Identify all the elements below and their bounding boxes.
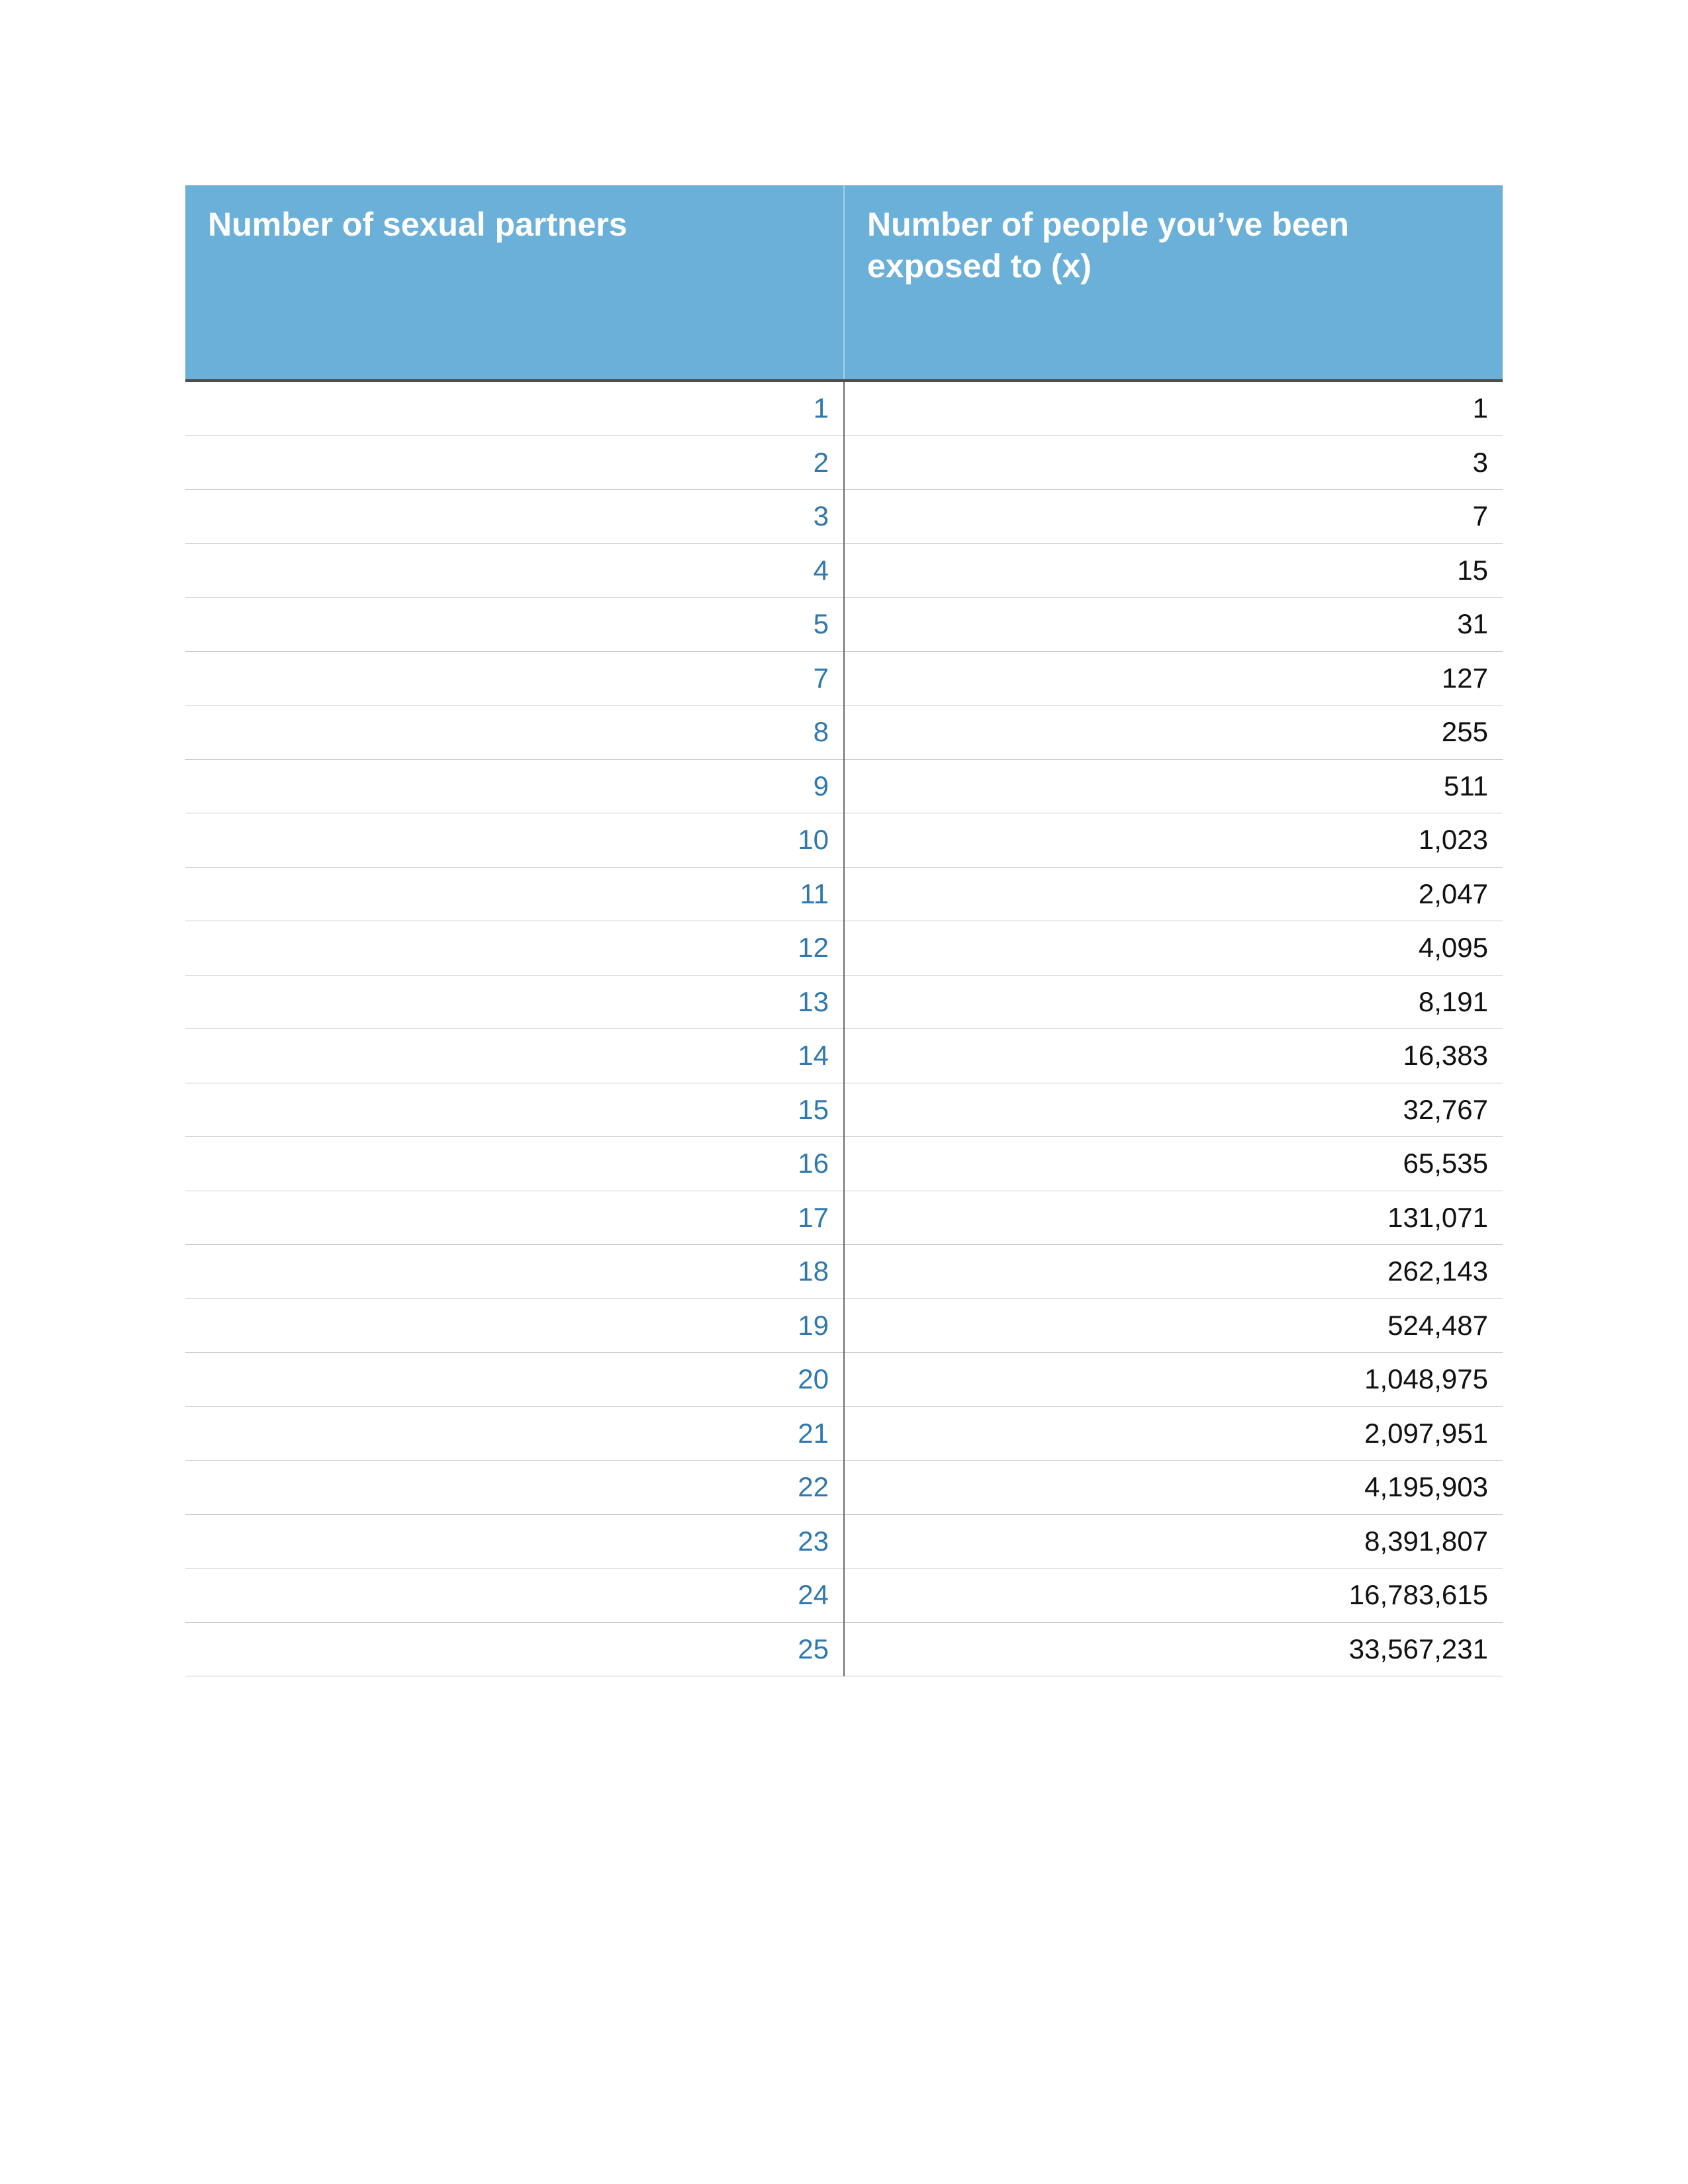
table-row: 1532,767	[185, 1083, 1503, 1137]
cell-partners: 11	[185, 867, 844, 921]
cell-partners: 7	[185, 651, 844, 705]
cell-exposed: 7	[844, 490, 1503, 544]
cell-exposed: 8,391,807	[844, 1514, 1503, 1569]
cell-partners: 19	[185, 1298, 844, 1353]
cell-partners: 4	[185, 543, 844, 598]
table-header-row: Number of sexual partners Number of peop…	[185, 185, 1503, 381]
cell-exposed: 32,767	[844, 1083, 1503, 1137]
cell-exposed: 1,048,975	[844, 1353, 1503, 1407]
cell-exposed: 8,191	[844, 975, 1503, 1029]
table-row: 2533,567,231	[185, 1622, 1503, 1676]
table-row: 19524,487	[185, 1298, 1503, 1353]
column-header-partners: Number of sexual partners	[185, 185, 844, 381]
table-row: 11	[185, 381, 1503, 435]
cell-exposed: 4,095	[844, 921, 1503, 976]
table-row: 238,391,807	[185, 1514, 1503, 1569]
cell-exposed: 15	[844, 543, 1503, 598]
cell-partners: 14	[185, 1029, 844, 1083]
cell-exposed: 33,567,231	[844, 1622, 1503, 1676]
cell-exposed: 2,047	[844, 867, 1503, 921]
table-row: 17131,071	[185, 1191, 1503, 1245]
cell-partners: 23	[185, 1514, 844, 1569]
table-body: 112337415531712782559511101,023112,04712…	[185, 381, 1503, 1676]
cell-partners: 13	[185, 975, 844, 1029]
cell-partners: 20	[185, 1353, 844, 1407]
table-row: 531	[185, 598, 1503, 652]
table-row: 415	[185, 543, 1503, 598]
cell-partners: 5	[185, 598, 844, 652]
cell-partners: 8	[185, 705, 844, 760]
cell-partners: 9	[185, 759, 844, 813]
cell-partners: 22	[185, 1461, 844, 1515]
cell-exposed: 3	[844, 435, 1503, 490]
cell-partners: 16	[185, 1137, 844, 1191]
table-row: 18262,143	[185, 1245, 1503, 1299]
cell-exposed: 16,783,615	[844, 1569, 1503, 1623]
cell-exposed: 127	[844, 651, 1503, 705]
column-header-exposed: Number of people you’ve been exposed to …	[844, 185, 1503, 381]
cell-exposed: 2,097,951	[844, 1406, 1503, 1461]
cell-partners: 15	[185, 1083, 844, 1137]
cell-exposed: 1	[844, 381, 1503, 435]
cell-exposed: 1,023	[844, 813, 1503, 868]
cell-partners: 21	[185, 1406, 844, 1461]
page-container: Number of sexual partners Number of peop…	[0, 0, 1688, 1676]
cell-partners: 1	[185, 381, 844, 435]
cell-exposed: 524,487	[844, 1298, 1503, 1353]
table-row: 8255	[185, 705, 1503, 760]
table-row: 124,095	[185, 921, 1503, 976]
table-row: 37	[185, 490, 1503, 544]
cell-partners: 3	[185, 490, 844, 544]
cell-partners: 25	[185, 1622, 844, 1676]
cell-exposed: 31	[844, 598, 1503, 652]
cell-exposed: 4,195,903	[844, 1461, 1503, 1515]
cell-exposed: 131,071	[844, 1191, 1503, 1245]
table-row: 2416,783,615	[185, 1569, 1503, 1623]
cell-partners: 17	[185, 1191, 844, 1245]
table-row: 23	[185, 435, 1503, 490]
table-row: 1665,535	[185, 1137, 1503, 1191]
table-row: 9511	[185, 759, 1503, 813]
cell-partners: 2	[185, 435, 844, 490]
cell-exposed: 511	[844, 759, 1503, 813]
table-header: Number of sexual partners Number of peop…	[185, 185, 1503, 381]
table-row: 7127	[185, 651, 1503, 705]
table-row: 112,047	[185, 867, 1503, 921]
cell-exposed: 262,143	[844, 1245, 1503, 1299]
table-row: 138,191	[185, 975, 1503, 1029]
table-row: 224,195,903	[185, 1461, 1503, 1515]
cell-exposed: 255	[844, 705, 1503, 760]
table-row: 101,023	[185, 813, 1503, 868]
cell-partners: 18	[185, 1245, 844, 1299]
cell-exposed: 16,383	[844, 1029, 1503, 1083]
table-row: 1416,383	[185, 1029, 1503, 1083]
cell-partners: 12	[185, 921, 844, 976]
table-row: 212,097,951	[185, 1406, 1503, 1461]
cell-partners: 24	[185, 1569, 844, 1623]
table-row: 201,048,975	[185, 1353, 1503, 1407]
cell-exposed: 65,535	[844, 1137, 1503, 1191]
exposure-table: Number of sexual partners Number of peop…	[185, 185, 1503, 1676]
cell-partners: 10	[185, 813, 844, 868]
